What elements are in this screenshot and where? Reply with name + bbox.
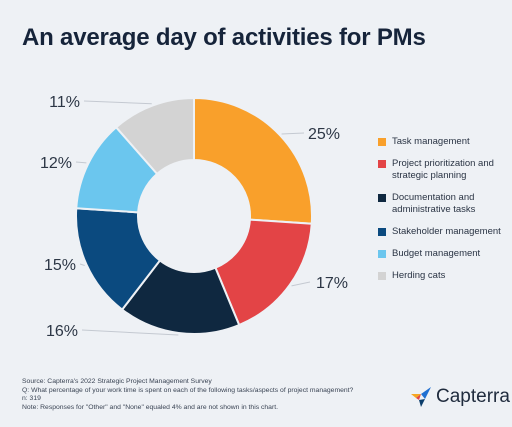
source-note: Source: Capterra's 2022 Strategic Projec… bbox=[22, 378, 212, 385]
legend-label: Budget management bbox=[392, 248, 481, 259]
slice-percent-label: 17% bbox=[316, 275, 348, 292]
legend-swatch bbox=[378, 194, 386, 202]
footnote: Note: Responses for "Other" and "None" e… bbox=[22, 404, 278, 412]
donut-slice bbox=[214, 218, 313, 327]
legend-label: administrative tasks bbox=[392, 204, 476, 215]
sample-size: n: 319 bbox=[22, 395, 41, 403]
legend-item-stakeholder-management: Stakeholder management bbox=[378, 226, 508, 238]
capterra-brand: Capterra bbox=[410, 386, 510, 408]
legend-swatch bbox=[378, 228, 386, 236]
legend-label: Stakeholder management bbox=[392, 226, 501, 237]
legend-item-documentation: Documentation and administrative tasks bbox=[378, 192, 508, 216]
legend-item-task-management: Task management bbox=[378, 136, 508, 148]
chart-footer: Source: Capterra's 2022 Strategic Projec… bbox=[22, 378, 392, 413]
legend-item-project-prioritization: Project prioritization and strategic plan… bbox=[378, 158, 508, 182]
legend-item-budget-management: Budget management bbox=[378, 248, 508, 260]
survey-question: Q: What percentage of your work time is … bbox=[22, 386, 354, 394]
legend-swatch bbox=[378, 250, 386, 258]
legend-swatch bbox=[378, 272, 386, 280]
chart-legend: Task management Project prioritization a… bbox=[378, 136, 508, 292]
brand-name: Capterra bbox=[436, 386, 510, 407]
leader-line bbox=[291, 281, 311, 287]
donut-slice bbox=[114, 96, 195, 176]
capterra-logo-icon bbox=[411, 387, 431, 407]
legend-swatch bbox=[378, 138, 386, 146]
slice-percent-label: 16% bbox=[46, 323, 78, 340]
leader-line bbox=[281, 132, 305, 135]
slice-percent-label: 15% bbox=[44, 257, 76, 274]
legend-swatch bbox=[378, 160, 386, 168]
donut-slice bbox=[193, 96, 313, 225]
leader-line bbox=[83, 100, 152, 105]
leader-line bbox=[79, 263, 85, 267]
legend-label: Herding cats bbox=[392, 270, 446, 281]
slice-percent-label: 11% bbox=[49, 94, 80, 111]
legend-label: Task management bbox=[392, 136, 470, 147]
chart-title: An average day of activities for PMs bbox=[22, 24, 426, 51]
legend-item-herding-cats: Herding cats bbox=[378, 270, 508, 282]
legend-label: Project prioritization and bbox=[392, 158, 494, 169]
slice-percent-label: 25% bbox=[308, 126, 340, 143]
leader-line bbox=[81, 329, 179, 336]
leader-line bbox=[75, 161, 87, 164]
legend-label: strategic planning bbox=[392, 170, 467, 181]
slice-percent-label: 12% bbox=[40, 155, 72, 172]
legend-label: Documentation and bbox=[392, 192, 475, 203]
